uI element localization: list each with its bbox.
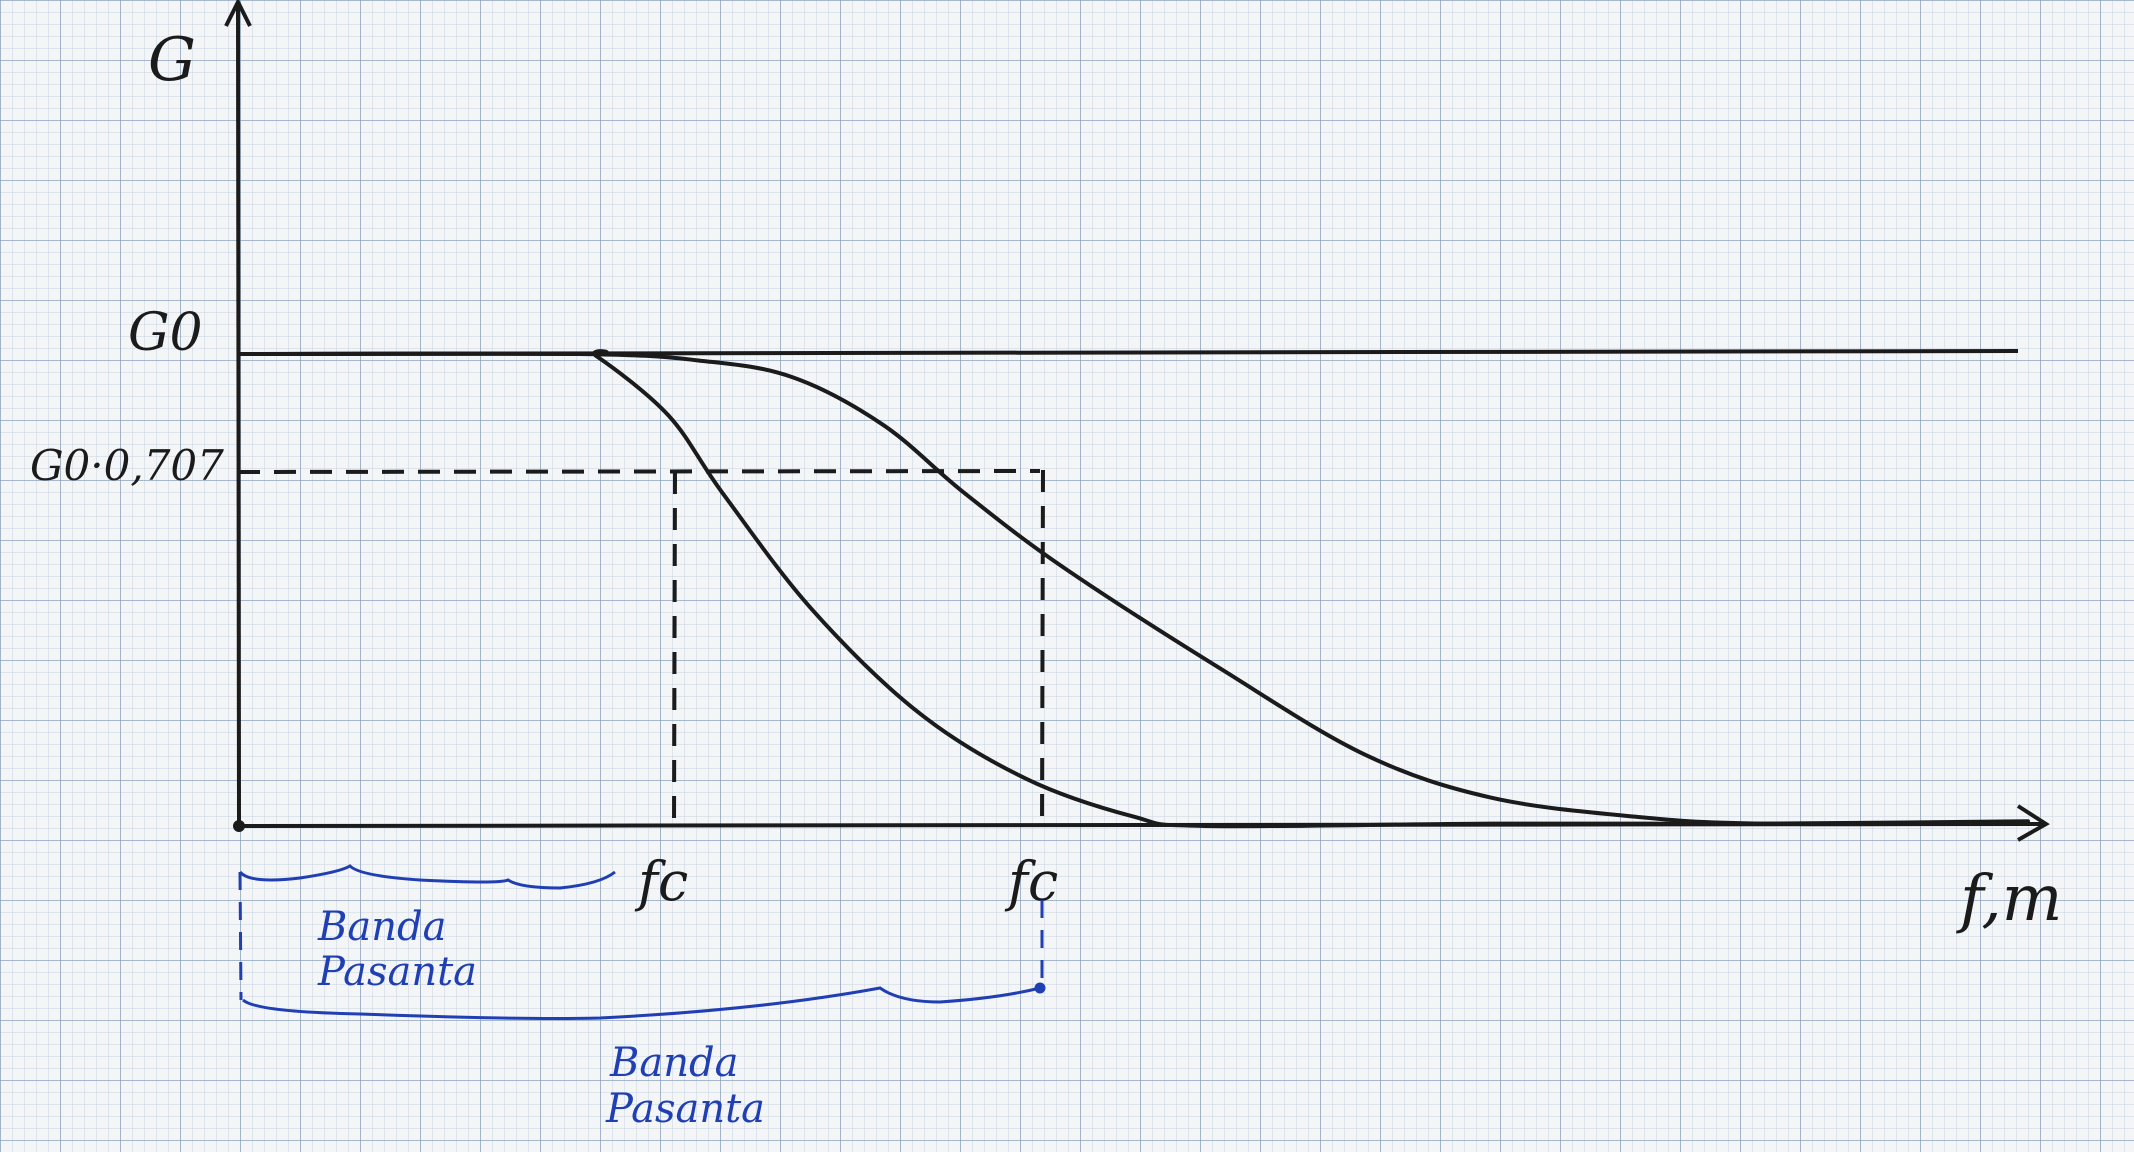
- y-tick-label-g0: G0: [128, 303, 203, 363]
- passband-label-2-line1: Banda: [609, 1040, 738, 1086]
- passband-brace-1: [238, 864, 616, 890]
- x-axis-arrowhead: [2016, 804, 2050, 842]
- series-curve-1: [237, 349, 2030, 829]
- y-axis-label: G: [148, 25, 196, 95]
- passband-labels: Banda Pasanta Banda Pasanta: [317, 904, 765, 1132]
- y-tick-label-cutoff: G0·0,707: [30, 441, 224, 490]
- cutoff-frequency-dashed-line-1: [672, 471, 677, 827]
- origin-dot: [233, 820, 245, 832]
- x-tick-label-fc-1: fc: [634, 850, 688, 913]
- x-tick-label-fc-2: fc: [1004, 850, 1058, 913]
- series-layer: [237, 349, 2030, 829]
- axis-labels: G f,m G0 G0·0,707 fc fc: [30, 25, 2062, 936]
- y-axis: [236, 5, 241, 827]
- cutoff-frequency-dashed-line-2: [1040, 469, 1045, 827]
- passband-annotations: [238, 864, 1046, 1020]
- passband-end-dot: [1034, 982, 1046, 994]
- passband-brace-2: [241, 986, 1041, 1020]
- passband-dashed-left-line: [238, 871, 243, 1001]
- cutoff-level-dashed-line: [237, 469, 1041, 474]
- passband-label-2-line2: Pasanta: [605, 1086, 765, 1132]
- y-axis-arrowhead: [224, 0, 252, 27]
- x-axis-label: f,m: [1956, 862, 2062, 936]
- passband-label-1-line1: Banda: [317, 904, 446, 950]
- passband-label-1-line2: Pasanta: [317, 949, 477, 995]
- series-curve-2: [237, 351, 2030, 827]
